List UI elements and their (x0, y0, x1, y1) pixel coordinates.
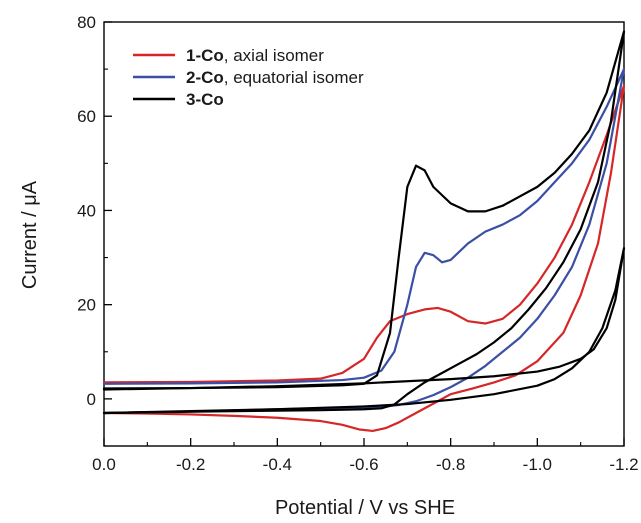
series-line-2 (102, 68, 626, 415)
y-tick-label: 60 (77, 107, 96, 126)
x-tick-label: -1.2 (609, 455, 638, 474)
x-tick-label: -0.8 (436, 455, 465, 474)
y-axis-title: Current / μA (19, 180, 41, 289)
legend-label-bold: 3-Co (186, 90, 224, 109)
y-tick-label: 0 (87, 390, 96, 409)
y-tick-label: 20 (77, 296, 96, 315)
y-tick-label: 80 (77, 13, 96, 32)
x-tick-label: 0.0 (92, 455, 116, 474)
legend-label-bold: 2-Co (186, 68, 224, 87)
series-line-3 (102, 30, 626, 415)
series-layer (102, 30, 626, 433)
y-axis-title-unit: μA (19, 180, 41, 206)
y-axis: 0 20 40 60 80 (77, 13, 112, 447)
legend-label: 2-Co, equatorial isomer (186, 68, 364, 87)
series-line-4 (102, 247, 626, 415)
x-axis: 0.0 -0.2 -0.4 -0.6 -0.8 -1.0 -1.2 (92, 438, 639, 474)
legend-label-rest: , axial isomer (224, 46, 324, 65)
legend-label: 3-Co (186, 90, 224, 109)
legend-label-rest: , equatorial isomer (224, 68, 364, 87)
y-axis-title-prefix: Current / (19, 206, 41, 289)
series-line-1 (102, 84, 626, 433)
x-axis-title: Potential / V vs SHE (275, 497, 455, 519)
legend-label: 1-Co, axial isomer (186, 46, 324, 65)
x-tick-label: -0.4 (263, 455, 292, 474)
y-tick-label: 40 (77, 201, 96, 220)
legend-label-bold: 1-Co (186, 46, 224, 65)
x-tick-label: -1.0 (523, 455, 552, 474)
x-tick-label: -0.6 (349, 455, 378, 474)
x-tick-label: -0.2 (176, 455, 205, 474)
